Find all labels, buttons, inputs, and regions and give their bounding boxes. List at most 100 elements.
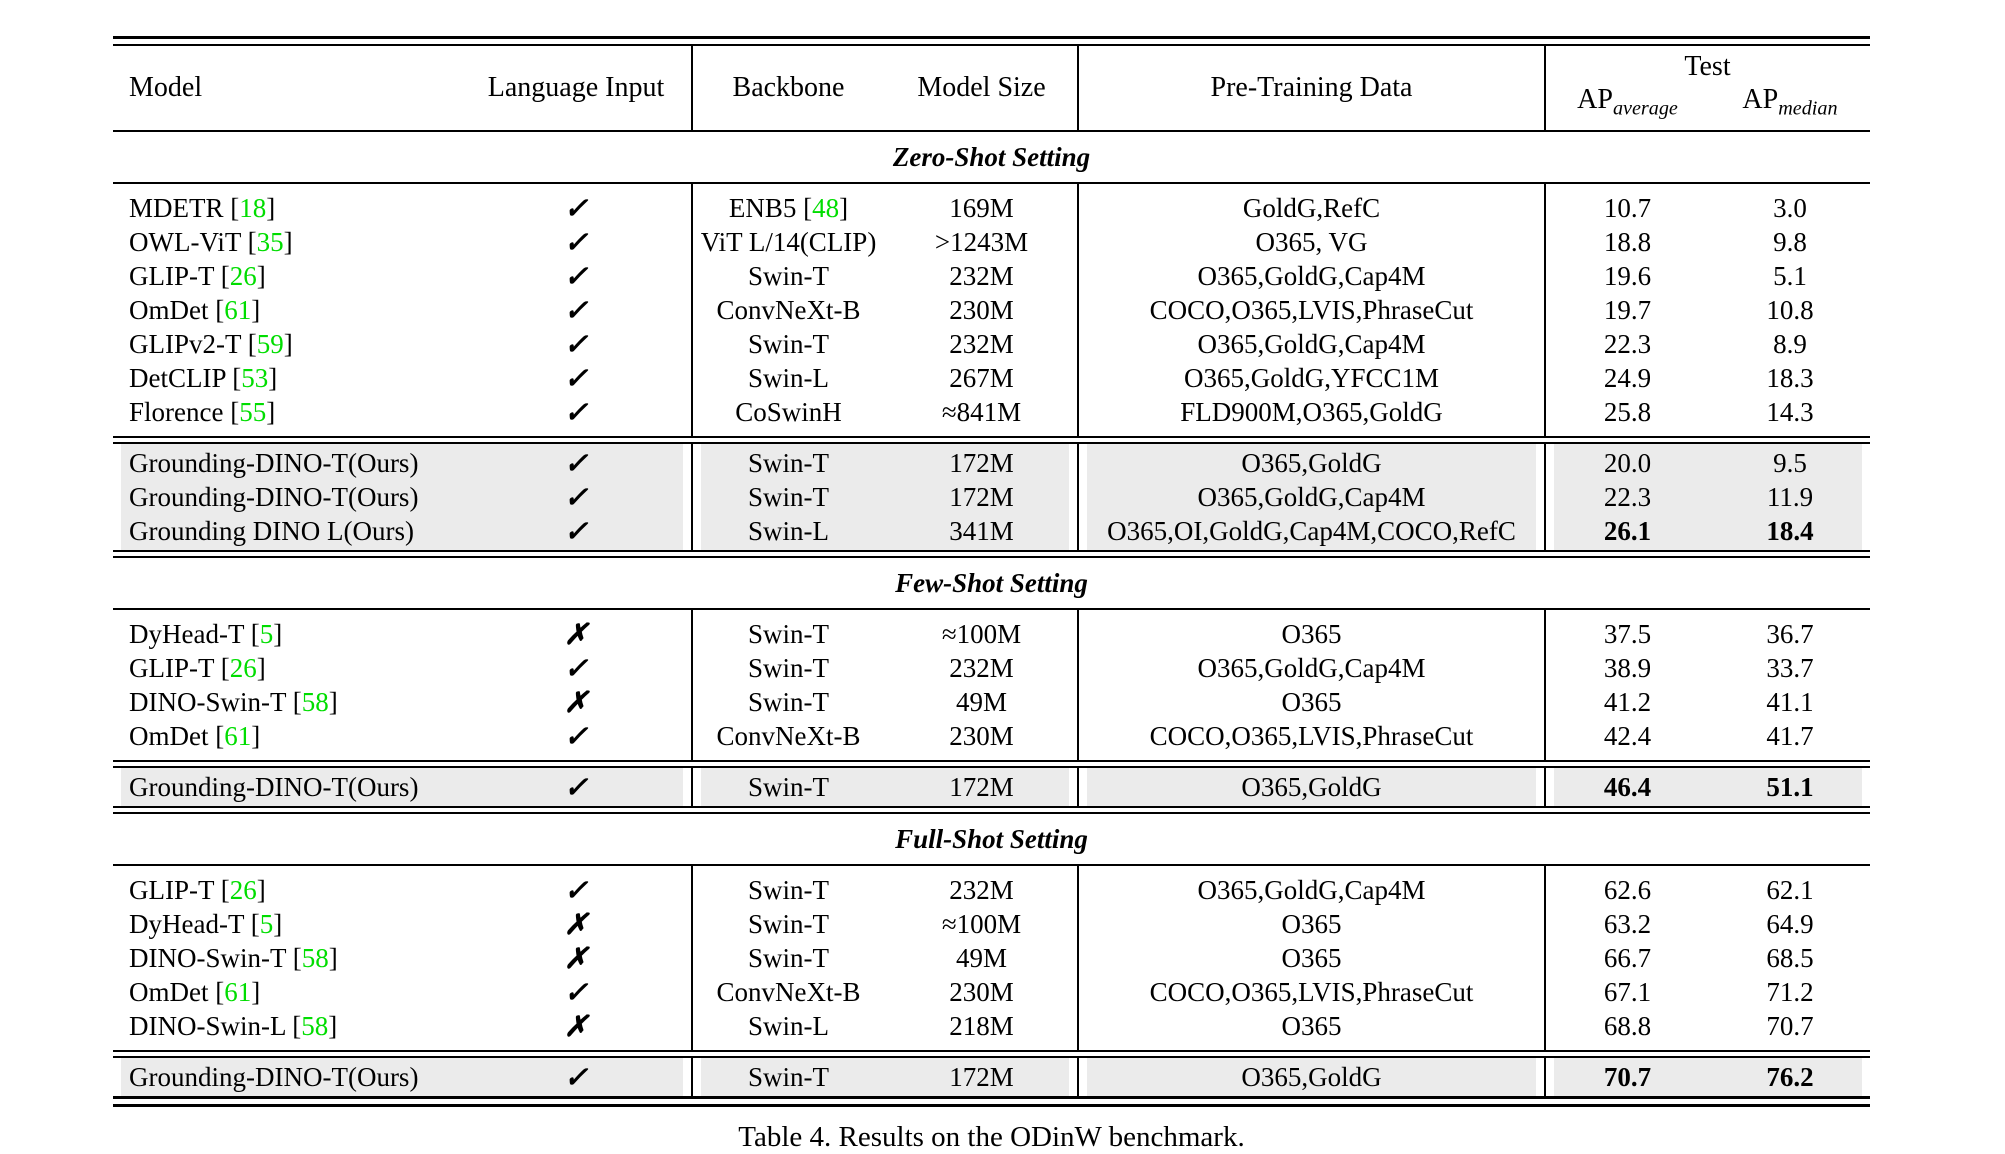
table-row: OmDet [61] ✓ ConvNeXt-B 230M COCO,O365,LVIS,…: [113, 975, 1870, 1009]
model-cell: GLIP-T [26]: [113, 261, 460, 292]
pretraining-data-cell: O365: [1281, 619, 1342, 649]
backbone-cell: Swin-T: [692, 1062, 885, 1093]
language-input-cell: ✗: [460, 1009, 692, 1044]
citation-link[interactable]: 59: [256, 329, 284, 359]
ap-median-cell: 14.3: [1766, 397, 1814, 427]
results-table: Model Language Input Backbone Model Size…: [113, 36, 1870, 1154]
check-icon: ✓: [563, 772, 589, 804]
ap-median-cell: 64.9: [1766, 909, 1814, 939]
bracket: [: [240, 227, 257, 257]
bracket: [: [286, 687, 302, 717]
citation-link[interactable]: 55: [239, 397, 267, 427]
column-divider: [1077, 444, 1079, 550]
section-top-rule: [113, 608, 1870, 610]
citation-link[interactable]: 26: [229, 261, 257, 291]
pretraining-data-cell: O365,GoldG: [1241, 772, 1382, 802]
model-cell: DyHead-T [5]: [113, 619, 460, 650]
table-caption: Table 4. Results on the ODinW benchmark.: [738, 1121, 1245, 1153]
model-name: Grounding-DINO-T(Ours): [129, 1062, 419, 1092]
model-name: OWL-ViT: [129, 227, 241, 257]
ap-average-cell: 25.8: [1603, 397, 1652, 427]
model-size-cell: 232M: [949, 653, 1014, 683]
pretraining-data-cell: COCO,O365,LVIS,PhraseCut: [1149, 977, 1474, 1007]
citation-link[interactable]: 53: [241, 363, 269, 393]
model-name: Grounding-DINO-T(Ours): [129, 448, 419, 478]
ap-average-cell: 63.2: [1603, 909, 1652, 939]
ours-rows: Grounding-DINO-T(Ours) ✓ Swin-T 172M O365,Go…: [113, 1058, 1870, 1096]
citation-link[interactable]: 61: [224, 295, 252, 325]
bracket: [: [286, 943, 302, 973]
pretraining-data-cell: FLD900M,O365,GoldG: [1180, 397, 1443, 427]
cross-icon: ✗: [563, 943, 589, 975]
ap-average-cell: 26.1: [1603, 516, 1652, 546]
table-row: DINO-Swin-L [58] ✗ Swin-L 218M O365 68.8 70.7: [113, 1009, 1870, 1043]
model-name: GLIP-T: [129, 261, 214, 291]
model-size-cell: 49M: [955, 943, 1007, 973]
backbone-cell: Swin-L: [692, 516, 885, 547]
citation-link[interactable]: 5: [259, 909, 274, 939]
citation-link[interactable]: 58: [301, 1011, 329, 1041]
column-divider: [691, 768, 693, 806]
model-cell: DetCLIP [53]: [113, 363, 460, 394]
bracket: ]: [251, 721, 261, 751]
model-name: OmDet: [129, 295, 209, 325]
check-icon: ✓: [563, 193, 589, 225]
bracket: [: [243, 619, 260, 649]
column-divider: [691, 46, 693, 130]
bracket: [: [214, 653, 230, 683]
backbone-cell: Swin-T: [692, 482, 885, 513]
pretraining-data-cell: O365,GoldG,Cap4M: [1197, 482, 1426, 512]
check-icon: ✓: [563, 397, 589, 429]
check-icon: ✓: [563, 448, 589, 480]
column-divider: [1077, 866, 1079, 1050]
backbone-name: Swin-T: [748, 909, 829, 939]
table-row: DINO-Swin-T [58] ✗ Swin-T 49M O365 66.7 68.5: [113, 941, 1870, 975]
citation-link[interactable]: 26: [229, 653, 257, 683]
ap-average-cell: 38.9: [1603, 653, 1652, 683]
model-size-cell: ≈841M: [941, 397, 1022, 427]
citation-link[interactable]: 58: [301, 943, 329, 973]
ap-median-cell: 9.8: [1773, 227, 1807, 257]
column-divider: [1544, 1058, 1546, 1096]
citation-link[interactable]: 5: [259, 619, 274, 649]
citation-link[interactable]: 35: [256, 227, 284, 257]
model-size-cell: >1243M: [934, 227, 1029, 257]
backbone-cell: Swin-T: [692, 943, 885, 974]
model-name: Grounding-DINO-T(Ours): [129, 772, 419, 802]
model-name: Florence: [129, 397, 224, 427]
header-backbone: Backbone: [732, 72, 845, 103]
model-name: DINO-Swin-L: [129, 1011, 286, 1041]
citation-link[interactable]: 48: [812, 193, 840, 223]
backbone-cell: Swin-T: [692, 772, 885, 803]
backbone-cell: ViT L/14(CLIP): [692, 227, 885, 258]
citation-link[interactable]: 61: [224, 721, 252, 751]
pretraining-data-cell: COCO,O365,LVIS,PhraseCut: [1149, 721, 1474, 751]
ap-median-cell: 76.2: [1766, 1062, 1814, 1092]
backbone-name: Swin-T: [748, 687, 829, 717]
bracket: [: [225, 363, 242, 393]
highlight-band: [701, 444, 1069, 550]
model-cell: OmDet [61]: [113, 721, 460, 752]
highlight-band: [1554, 768, 1862, 806]
model-size-cell: 232M: [949, 875, 1014, 905]
ap-median-cell: 62.1: [1766, 875, 1814, 905]
model-size-cell: 49M: [955, 687, 1007, 717]
backbone-name: Swin-L: [748, 363, 829, 393]
citation-link[interactable]: 61: [224, 977, 252, 1007]
citation-link[interactable]: 58: [301, 687, 329, 717]
citation-link[interactable]: 26: [229, 875, 257, 905]
column-divider: [1077, 768, 1079, 806]
pretraining-data-cell: O365: [1281, 1011, 1342, 1041]
backbone-cell: Swin-T: [692, 687, 885, 718]
check-icon: ✓: [563, 721, 589, 753]
model-size-cell: 172M: [949, 772, 1014, 802]
bracket: [: [223, 193, 240, 223]
language-input-cell: ✓: [460, 361, 692, 396]
column-divider: [691, 866, 693, 1050]
check-icon: ✓: [563, 261, 589, 293]
check-icon: ✓: [563, 482, 589, 514]
section-top-rule: [113, 864, 1870, 866]
bracket: [: [214, 261, 230, 291]
table-row: Florence [55] ✓ CoSwinH ≈841M FLD900M,O365,G…: [113, 395, 1870, 429]
citation-link[interactable]: 18: [239, 193, 267, 223]
